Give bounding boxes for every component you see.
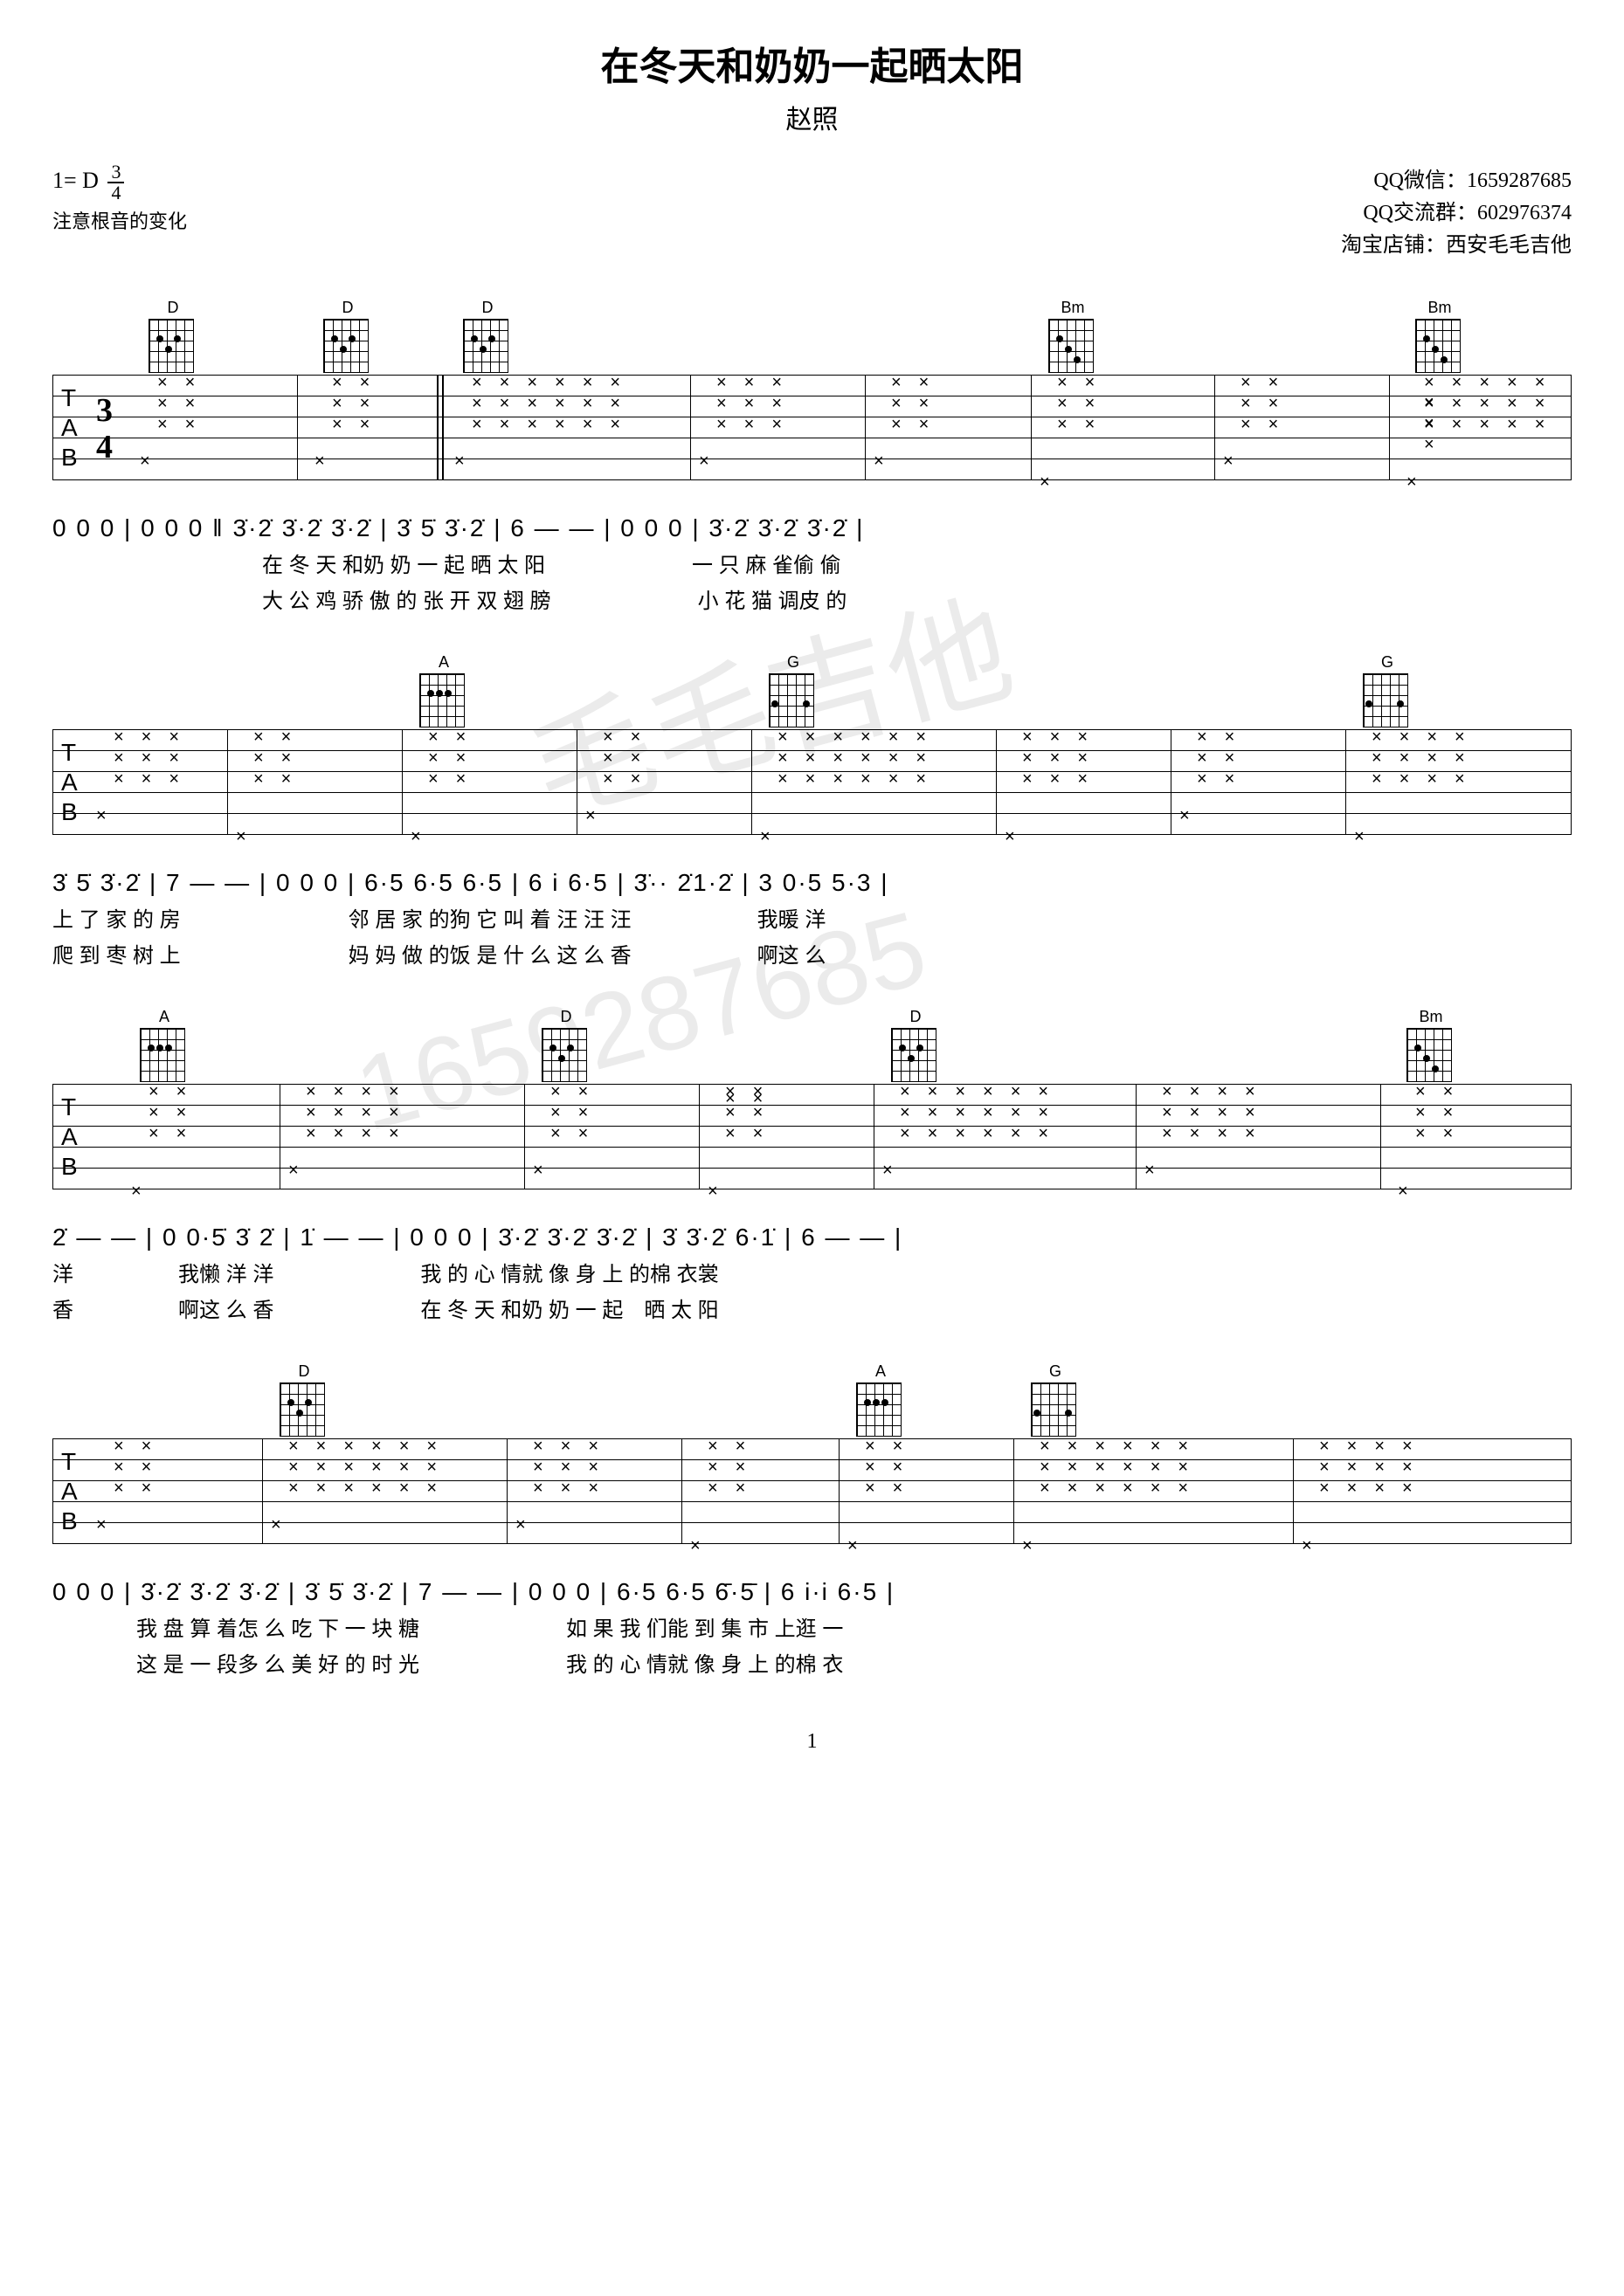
time-signature: 3 4 [107, 162, 124, 203]
chord-row: D A G [52, 1358, 1572, 1437]
chord-diagram-d [463, 319, 508, 373]
chord-diagram-bm [1406, 1028, 1452, 1082]
key-signature: 1= D [52, 168, 99, 193]
chord-label: G [1363, 653, 1412, 672]
tab-staff: TAB × × × × × × × × × × × × × × × × × × … [52, 729, 1572, 834]
chord-label: G [1031, 1362, 1080, 1381]
page-number: 1 [52, 1730, 1572, 1754]
music-system-1: D D D Bm Bm [52, 294, 1572, 614]
chord-diagram-d [891, 1028, 936, 1082]
tab-staff: TAB × × × × × × × × × × × × × × × × × × … [52, 1438, 1572, 1543]
chord-label: Bm [1048, 299, 1097, 317]
chord-label: D [323, 299, 372, 317]
jianpu-notation: 0 0 0 | 3̇·2̇ 3̇·2̇ 3̇·2̇ | 3̇ 5̇ 3̇·2̇ … [52, 1578, 1572, 1606]
chord-label: G [769, 653, 818, 672]
header-info: 1= D 3 4 注意根音的变化 QQ微信：1659287685 QQ交流群：6… [52, 162, 1572, 259]
lyric-line-1: 洋 我懒 洋 洋 我 的 心 情就 像 身 上 的棉 衣裳 [52, 1257, 1572, 1287]
chord-label: D [463, 299, 512, 317]
chord-diagram-d [323, 319, 369, 373]
music-system-2: A G G TAB × × × × × [52, 649, 1572, 969]
jianpu-notation: 2̇ — — | 0 0·5̇ 3̇ 2̇ | 1̇ — — | 0 0 0 |… [52, 1224, 1572, 1251]
chord-row: A G G [52, 649, 1572, 727]
chord-label: D [891, 1008, 940, 1026]
chord-row: D D D Bm Bm [52, 294, 1572, 373]
tab-clef: TAB [61, 383, 78, 472]
song-title: 在冬天和奶奶一起晒太阳 [52, 35, 1572, 91]
chord-diagram-a [856, 1382, 902, 1437]
chord-label: Bm [1415, 299, 1464, 317]
contact-qq-wechat: QQ微信：1659287685 [1341, 162, 1572, 193]
jianpu-notation: 0 0 0 | 0 0 0 ‖ 3̇·2̇ 3̇·2̇ 3̇·2̇ | 3̇ 5… [52, 514, 1572, 542]
lyric-line-1: 上 了 家 的 房 邻 居 家 的狗 它 叫 着 汪 汪 汪 我暖 洋 [52, 902, 1572, 933]
chord-label: A [419, 653, 468, 672]
tab-clef: TAB [61, 1447, 78, 1536]
lyric-line-2: 爬 到 枣 树 上 妈 妈 做 的饭 是 什 么 这 么 香 啊这 么 [52, 938, 1572, 969]
chord-label: D [542, 1008, 591, 1026]
contact-taobao: 淘宝店铺：西安毛毛吉他 [1341, 227, 1572, 258]
lyric-line-2: 香 啊这 么 香 在 冬 天 和奶 奶 一 起 晒 太 阳 [52, 1293, 1572, 1323]
lyric-line-1: 在 冬 天 和奶 奶 一 起 晒 太 阳 一 只 麻 雀偷 偷 [52, 548, 1572, 578]
chord-diagram-bm [1415, 319, 1461, 373]
chord-diagram-g [1031, 1382, 1076, 1437]
lyric-line-2: 这 是 一 段多 么 美 好 的 时 光 我 的 心 情就 像 身 上 的棉 衣 [52, 1647, 1572, 1678]
chord-label: D [149, 299, 197, 317]
tab-time-sig: 34 [96, 392, 113, 465]
music-system-4: D A G TAB × × × × × × [52, 1358, 1572, 1678]
chord-diagram-bm [1048, 319, 1094, 373]
chord-label: A [856, 1362, 905, 1381]
music-system-3: A D D Bm TAB [52, 1003, 1572, 1323]
jianpu-notation: 3̇ 5̇ 3̇·2̇ | 7 — — | 0 0 0 | 6·5 6·5 6·… [52, 869, 1572, 897]
chord-diagram-d [149, 319, 194, 373]
chord-label: Bm [1406, 1008, 1455, 1026]
chord-diagram-d [280, 1382, 325, 1437]
chord-diagram-d [542, 1028, 587, 1082]
chord-row: A D D Bm [52, 1003, 1572, 1082]
lyric-line-1: 我 盘 算 着怎 么 吃 下 一 块 糖 如 果 我 们能 到 集 市 上逛 一 [52, 1611, 1572, 1642]
contact-qq-group: QQ交流群：602976374 [1341, 195, 1572, 225]
chord-diagram-g [1363, 673, 1408, 727]
tab-staff: TAB 34 × × × × × × × × × × × × × × × × ×… [52, 375, 1572, 479]
chord-label: D [280, 1362, 328, 1381]
tab-clef: TAB [61, 1093, 78, 1182]
chord-label: A [140, 1008, 189, 1026]
chord-diagram-a [140, 1028, 185, 1082]
performance-note: 注意根音的变化 [52, 206, 187, 234]
artist-name: 赵照 [52, 98, 1572, 136]
lyric-line-2: 大 公 鸡 骄 傲 的 张 开 双 翅 膀 小 花 猫 调皮 的 [52, 583, 1572, 614]
tab-staff: TAB × × × × × × × × × × × × × × × × × × … [52, 1084, 1572, 1189]
chord-diagram-g [769, 673, 814, 727]
tab-clef: TAB [61, 738, 78, 827]
chord-diagram-a [419, 673, 465, 727]
